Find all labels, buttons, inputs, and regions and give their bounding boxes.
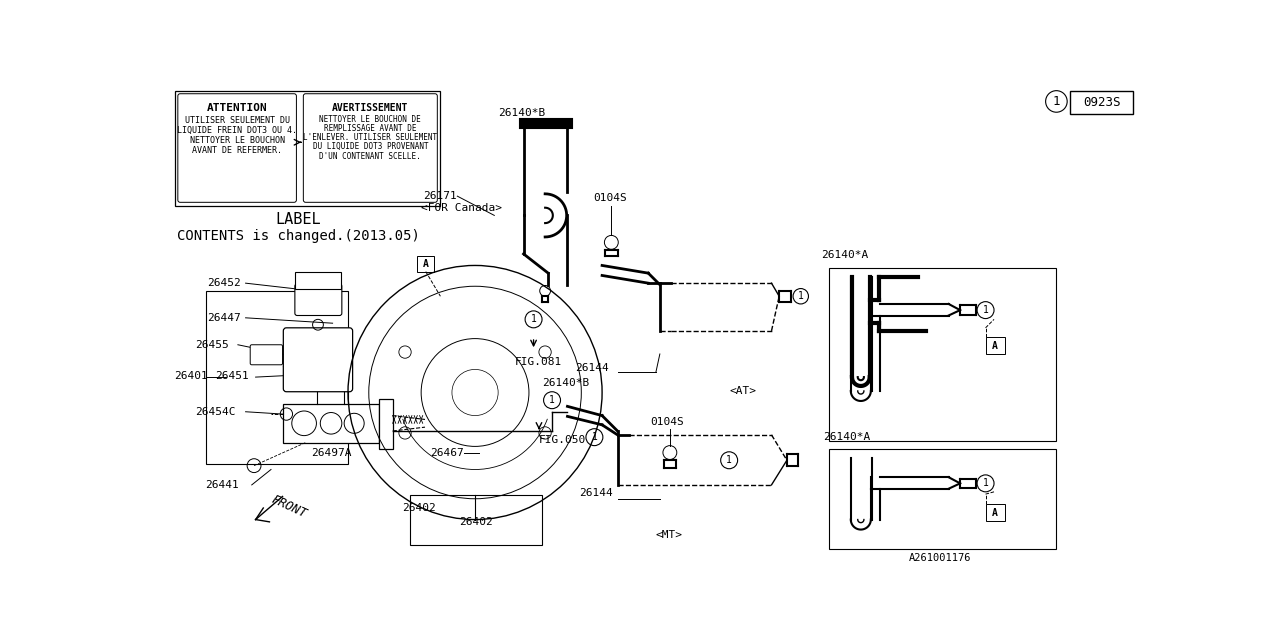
FancyBboxPatch shape [178,93,297,202]
Text: A: A [992,508,997,518]
Bar [175,91,440,206]
Text: 26402: 26402 [460,517,493,527]
Text: 26401: 26401 [174,371,207,381]
Text: FIG.050: FIG.050 [539,435,586,445]
Text: 26140*B: 26140*B [498,108,545,118]
Text: 26140*A: 26140*A [823,432,870,442]
Text: 26140*A: 26140*A [822,250,869,260]
Text: NETTOYER LE BOUCHON DE: NETTOYER LE BOUCHON DE [320,115,421,124]
Text: 26467: 26467 [430,447,465,458]
Text: LABEL: LABEL [275,212,321,227]
FancyBboxPatch shape [250,345,283,365]
Text: 26144: 26144 [579,488,613,498]
FancyBboxPatch shape [303,93,438,202]
Text: A: A [992,340,997,351]
Bar [283,404,379,442]
Bar [829,268,1056,441]
Text: <FOR Canada>: <FOR Canada> [421,203,502,212]
Text: 26497A: 26497A [311,447,352,458]
Text: 0104S: 0104S [593,193,627,204]
Text: AVANT DE REFERMER.: AVANT DE REFERMER. [192,146,282,156]
Bar [986,504,1005,521]
Text: A261001176: A261001176 [909,553,972,563]
Text: ATTENTION: ATTENTION [207,102,268,113]
Text: CONTENTS is changed.(2013.05): CONTENTS is changed.(2013.05) [177,229,420,243]
Bar [294,271,340,289]
Text: REMPLISSAGE AVANT DE: REMPLISSAGE AVANT DE [324,124,416,133]
Bar [1070,91,1133,114]
Text: 26441: 26441 [206,480,239,490]
FancyBboxPatch shape [294,284,342,316]
Bar [206,291,348,464]
Text: 1: 1 [531,314,536,324]
Text: 1: 1 [983,305,988,315]
Bar [379,399,393,449]
Text: 26144: 26144 [575,363,609,373]
Text: 26447: 26447 [207,313,241,323]
Bar [829,449,1056,549]
FancyBboxPatch shape [283,328,352,392]
Text: 26454C: 26454C [196,407,236,417]
Text: 0923S: 0923S [1083,96,1120,109]
Text: UTILISER SEULEMENT DU: UTILISER SEULEMENT DU [184,116,289,125]
Bar [410,495,541,545]
Text: <AT>: <AT> [730,386,756,396]
Text: L'ENLEVER. UTILISER SEULEMENT: L'ENLEVER. UTILISER SEULEMENT [303,133,438,142]
Text: 1: 1 [726,455,732,465]
Text: 26402: 26402 [402,503,435,513]
Text: 1: 1 [591,432,598,442]
Text: AVERTISSEMENT: AVERTISSEMENT [332,102,408,113]
Text: 1: 1 [1052,95,1060,108]
Text: 26452: 26452 [207,278,241,288]
Text: 1: 1 [797,291,804,301]
Text: 26171: 26171 [424,191,457,201]
Bar [417,256,434,271]
Text: <MT>: <MT> [657,530,684,540]
Bar [986,337,1005,354]
Text: A: A [422,259,429,269]
Text: 26451: 26451 [215,371,248,381]
Text: 1: 1 [983,478,988,488]
Text: DU LIQUIDE DOT3 PROVENANT: DU LIQUIDE DOT3 PROVENANT [312,142,428,152]
Text: 0104S: 0104S [650,417,685,427]
Text: D'UN CONTENANT SCELLE.: D'UN CONTENANT SCELLE. [320,152,421,161]
Text: 26455: 26455 [196,340,229,349]
Text: 1: 1 [549,395,556,405]
Text: 26140*B: 26140*B [541,378,589,388]
Text: LIQUIDE FREIN DOT3 OU 4.: LIQUIDE FREIN DOT3 OU 4. [177,126,297,135]
Text: FIG.081: FIG.081 [515,356,562,367]
Text: NETTOYER LE BOUCHON: NETTOYER LE BOUCHON [189,136,284,145]
Text: FRONT: FRONT [270,493,308,520]
